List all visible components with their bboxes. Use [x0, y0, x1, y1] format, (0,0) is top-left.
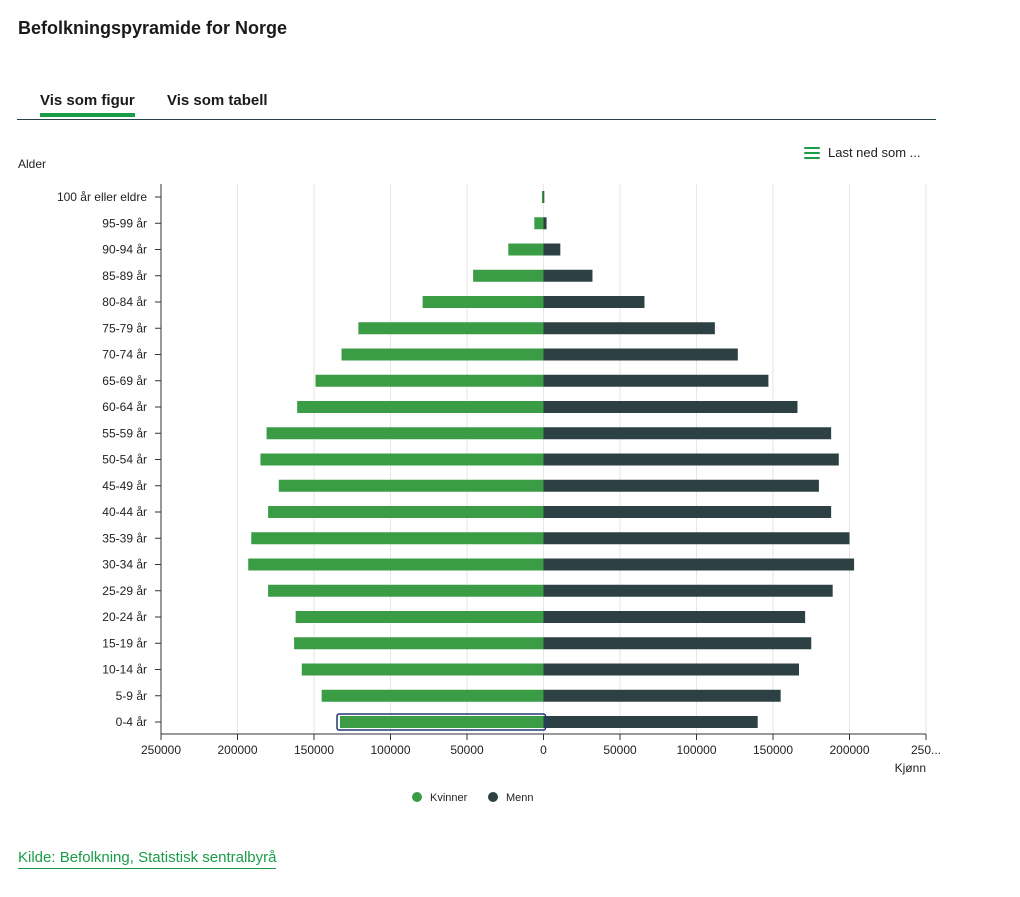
bar-kvinner[interactable]: [295, 611, 544, 623]
bar-kvinner[interactable]: [315, 374, 544, 387]
bar-menn[interactable]: [543, 689, 781, 702]
y-tick-label: 90-94 år: [102, 243, 147, 257]
bar-kvinner[interactable]: [341, 348, 544, 361]
source-link[interactable]: Kilde: Befolkning, Statistisk sentralbyr…: [18, 849, 277, 869]
y-tick-label: 25-29 år: [102, 584, 147, 598]
x-tick-label: 50000: [450, 743, 484, 757]
x-tick-label: 250...: [911, 743, 941, 757]
x-tick-label: 200000: [829, 743, 869, 757]
bar-kvinner[interactable]: [278, 479, 544, 492]
bar-menn[interactable]: [543, 558, 855, 571]
bar-kvinner[interactable]: [268, 584, 544, 597]
bar-menn[interactable]: [543, 191, 545, 203]
bar-kvinner[interactable]: [260, 453, 544, 466]
bar-kvinner[interactable]: [473, 269, 544, 282]
bar-kvinner[interactable]: [321, 689, 544, 702]
bar-kvinner[interactable]: [266, 427, 544, 440]
bar-menn[interactable]: [543, 269, 593, 282]
x-tick-label: 50000: [603, 743, 637, 757]
bar-kvinner[interactable]: [297, 401, 544, 413]
y-tick-label: 55-59 år: [102, 426, 147, 440]
bar-menn[interactable]: [543, 217, 547, 230]
bar-kvinner[interactable]: [248, 558, 544, 571]
bar-kvinner[interactable]: [508, 243, 544, 256]
y-tick-label: 10-14 år: [102, 663, 147, 677]
download-label: Last ned som ...: [828, 145, 921, 160]
bar-menn[interactable]: [543, 637, 812, 650]
y-tick-label: 75-79 år: [102, 321, 147, 335]
x-tick-label: 100000: [370, 743, 410, 757]
legend-marker[interactable]: [412, 792, 422, 802]
bar-menn[interactable]: [543, 479, 819, 492]
bar-menn[interactable]: [543, 374, 769, 387]
bar-kvinner[interactable]: [422, 296, 544, 308]
bar-kvinner[interactable]: [358, 322, 544, 335]
hamburger-menu-icon: [804, 146, 820, 159]
bar-menn[interactable]: [543, 663, 800, 676]
bar-kvinner[interactable]: [541, 191, 544, 203]
bar-menn[interactable]: [543, 243, 561, 256]
y-tick-label: 95-99 år: [102, 216, 147, 230]
bar-menn[interactable]: [543, 532, 850, 545]
y-tick-label: 0-4 år: [116, 715, 147, 729]
x-tick-label: 250000: [141, 743, 181, 757]
bar-kvinner[interactable]: [340, 716, 544, 728]
tab-vis-som-figur[interactable]: Vis som figur: [40, 92, 135, 117]
y-tick-label: 35-39 år: [102, 531, 147, 545]
x-tick-label: 150000: [294, 743, 334, 757]
bar-menn[interactable]: [543, 611, 806, 623]
y-tick-label: 50-54 år: [102, 453, 147, 467]
y-tick-label: 15-19 år: [102, 636, 147, 650]
focus-highlight: [336, 713, 547, 731]
y-axis-title: Alder: [18, 157, 46, 171]
tab-vis-som-tabell[interactable]: Vis som tabell: [167, 92, 268, 109]
bar-menn[interactable]: [543, 348, 738, 361]
bar-menn[interactable]: [543, 427, 832, 440]
y-tick-label: 70-74 år: [102, 348, 147, 362]
bar-kvinner[interactable]: [294, 637, 544, 650]
x-tick-label: 200000: [217, 743, 257, 757]
y-tick-label: 40-44 år: [102, 505, 147, 519]
bar-kvinner[interactable]: [301, 663, 544, 676]
y-tick-label: 100 år eller eldre: [57, 190, 147, 204]
download-menu-button[interactable]: Last ned som ...: [804, 145, 921, 160]
y-tick-label: 45-49 år: [102, 479, 147, 493]
x-tick-label: 150000: [753, 743, 793, 757]
bar-menn[interactable]: [543, 716, 758, 728]
y-tick-label: 5-9 år: [116, 689, 147, 703]
y-tick-label: 20-24 år: [102, 610, 147, 624]
bar-menn[interactable]: [543, 453, 839, 466]
bar-kvinner[interactable]: [534, 217, 544, 230]
legend-marker[interactable]: [488, 792, 498, 802]
y-tick-label: 65-69 år: [102, 374, 147, 388]
legend-label[interactable]: Menn: [506, 792, 534, 804]
x-axis-title: Kjønn: [895, 761, 926, 775]
x-tick-label: 0: [540, 743, 547, 757]
x-tick-label: 100000: [676, 743, 716, 757]
bar-menn[interactable]: [543, 584, 833, 597]
y-tick-label: 30-34 år: [102, 558, 147, 572]
bar-kvinner[interactable]: [251, 532, 544, 545]
bar-menn[interactable]: [543, 506, 832, 518]
view-tabs: Vis som figur Vis som tabell: [17, 92, 936, 120]
page-title: Befolkningspyramide for Norge: [18, 18, 288, 38]
y-tick-label: 60-64 år: [102, 400, 147, 414]
y-tick-label: 85-89 år: [102, 269, 147, 283]
bar-menn[interactable]: [543, 322, 715, 335]
bar-menn[interactable]: [543, 296, 645, 308]
bar-kvinner[interactable]: [268, 506, 544, 518]
y-tick-label: 80-84 år: [102, 295, 147, 309]
legend-label[interactable]: Kvinner: [430, 792, 468, 804]
bar-menn[interactable]: [543, 401, 798, 413]
